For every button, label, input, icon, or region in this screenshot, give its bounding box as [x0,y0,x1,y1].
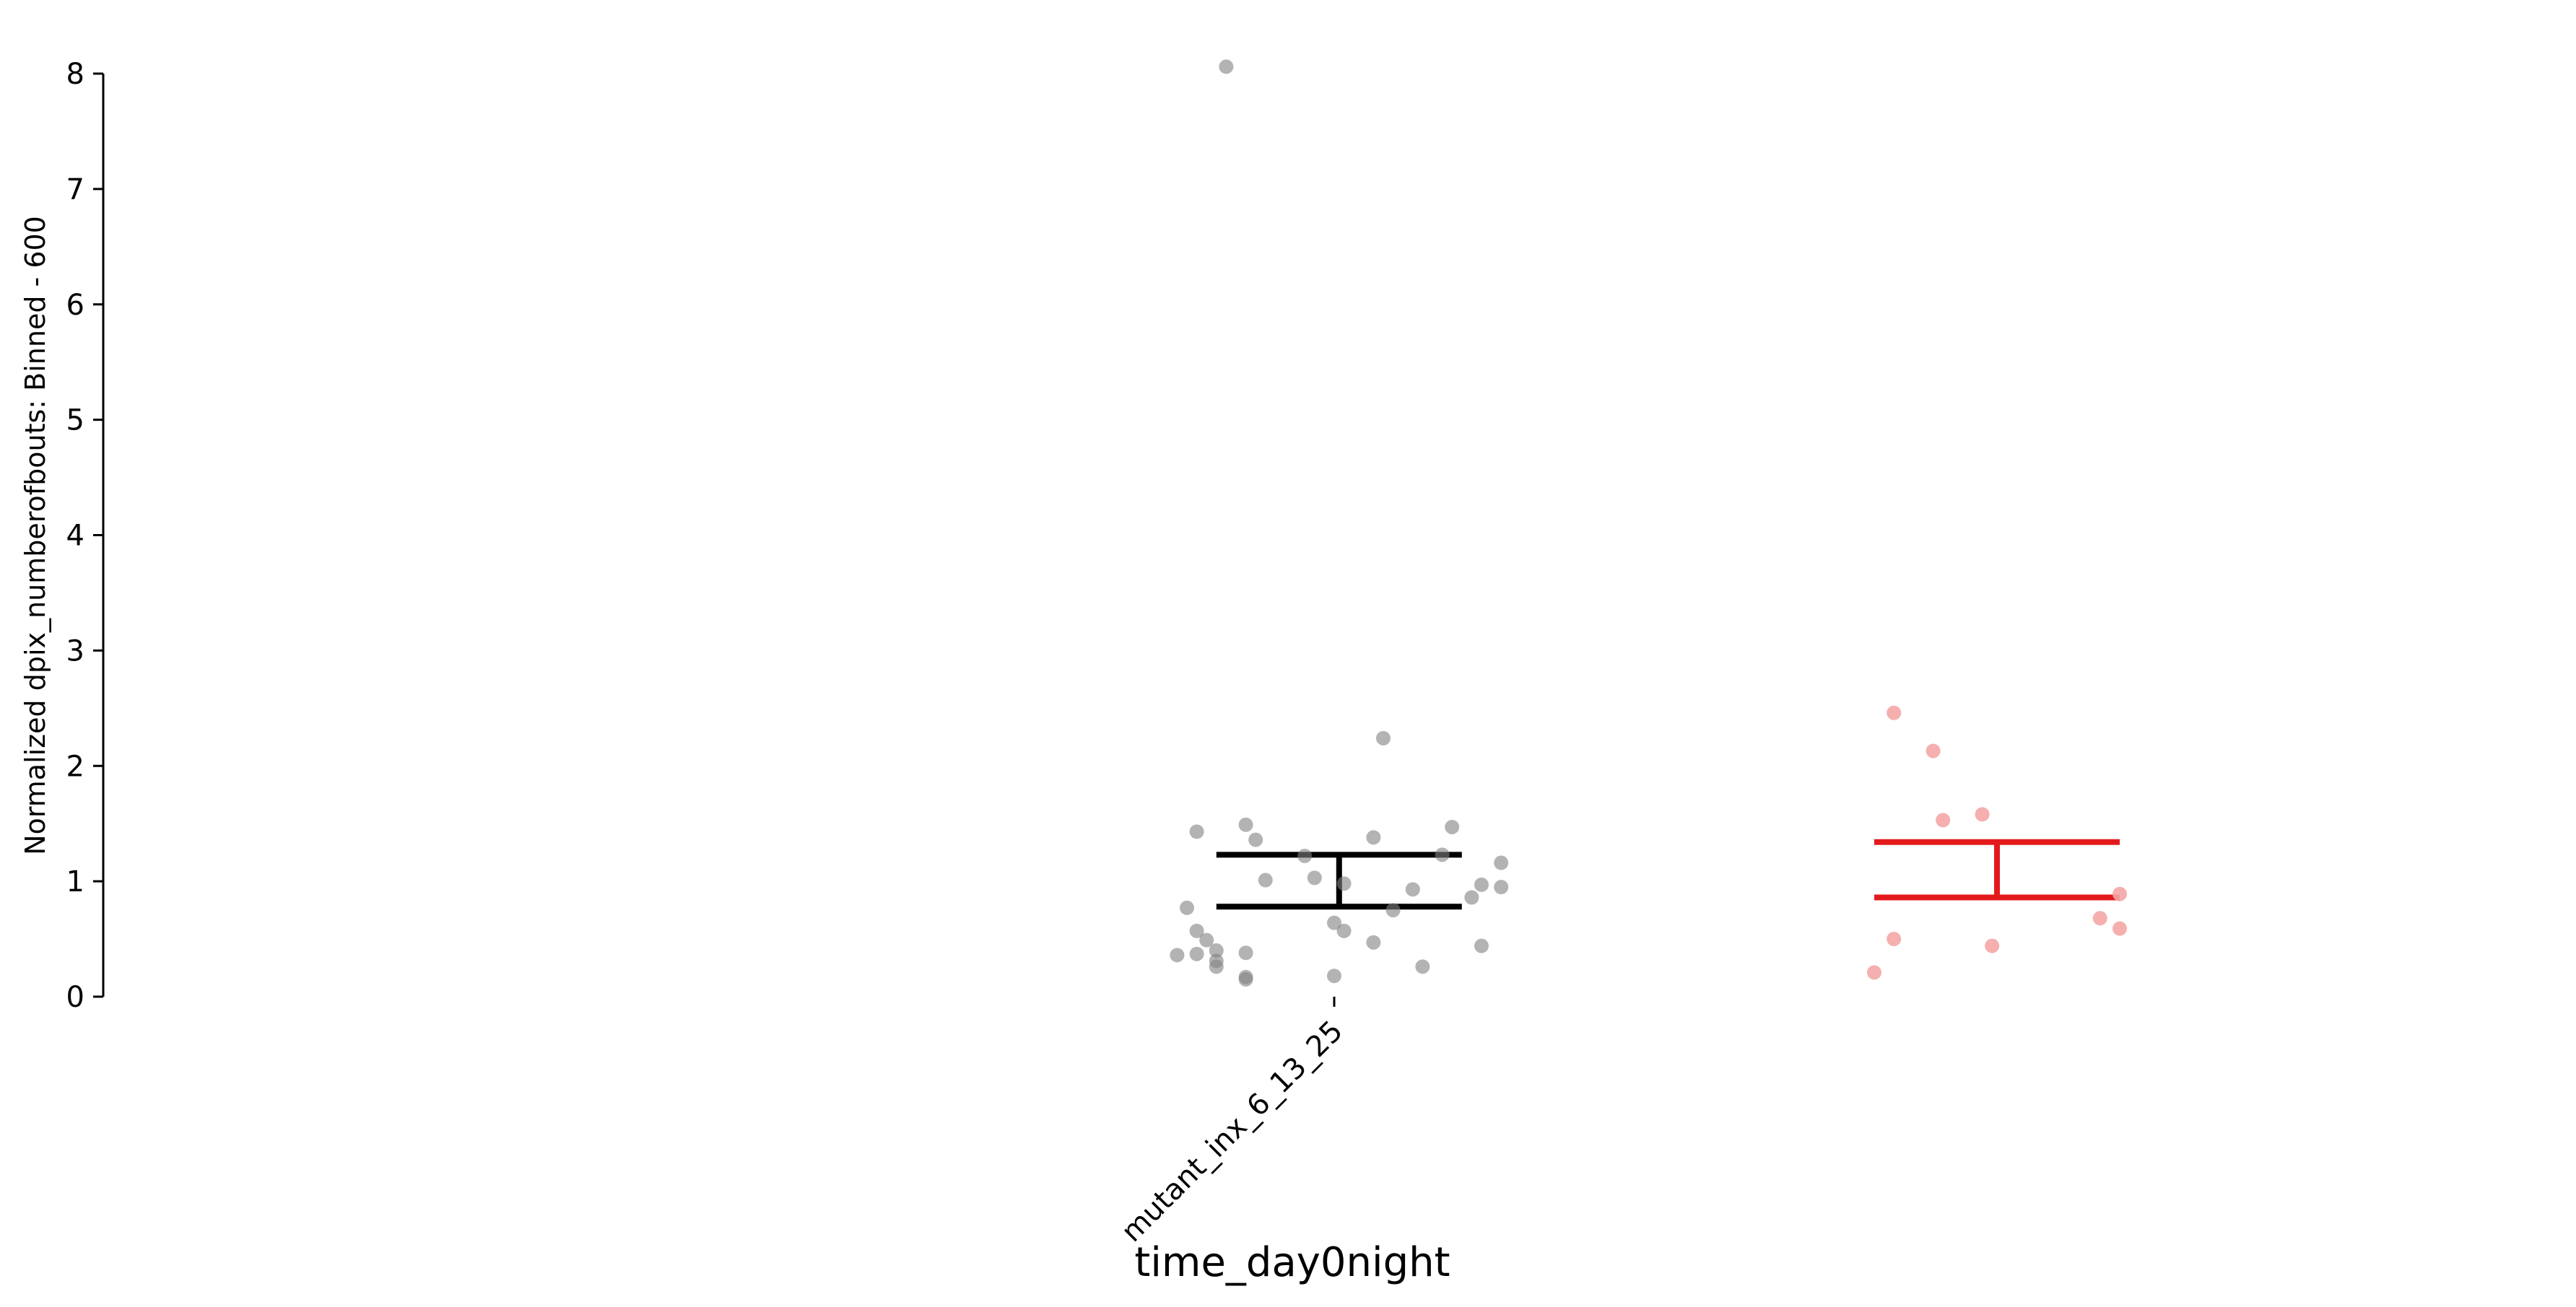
data-points [1170,59,2127,987]
data-point [1494,880,1509,895]
data-point [1985,938,2000,953]
data-point [1189,946,1204,961]
data-point [2112,921,2127,936]
y-ticks: 0 1 2 3 4 5 6 7 8 [66,58,103,1014]
data-point [2112,886,2127,901]
data-point [1219,59,1234,74]
data-point [1327,915,1341,930]
data-point [1180,900,1194,915]
data-point [1248,832,1263,847]
data-point [1189,824,1204,839]
data-point [1887,705,1902,720]
data-point [1238,817,1253,832]
data-point [1209,943,1224,958]
data-point [1975,807,1990,822]
data-point [1474,938,1489,953]
data-point [1867,965,1881,980]
data-point [1936,813,1951,828]
data-point [1474,877,1489,892]
data-point [1238,945,1253,961]
data-point [1494,855,1509,870]
data-point [1464,890,1479,905]
data-point [1366,830,1381,845]
y-tick-label: 4 [66,520,84,553]
data-point [1926,743,1941,759]
x-axis: mutant_inx_6_13_25 [1115,997,1350,1249]
data-point [1887,932,1902,947]
data-point [1209,959,1224,974]
y-tick-label: 1 [66,865,84,899]
data-point [1336,876,1352,891]
data-point [1238,972,1253,987]
data-point [1376,730,1391,746]
y-tick-label: 8 [66,58,84,91]
data-point [1307,870,1322,886]
y-tick-label: 0 [66,981,84,1014]
data-point [1258,873,1273,888]
data-point [1199,932,1214,948]
y-tick-label: 5 [66,404,84,437]
x-tick-label: mutant_inx_6_13_25 [1115,1015,1350,1249]
data-point [1366,935,1381,950]
data-point [1297,848,1313,863]
x-axis-title: time_day0night [1134,1239,1450,1286]
data-point [1385,903,1401,918]
data-point [1189,923,1204,938]
data-point [1445,819,1460,834]
data-point [1405,882,1420,897]
y-tick-label: 7 [66,173,84,206]
y-axis-title: Normalized dpix_numberofbouts: Binned - … [19,216,51,855]
error-bars [1216,839,2120,910]
data-point [1327,969,1341,984]
y-tick-label: 3 [66,634,84,668]
data-point [1170,948,1185,963]
data-point [1415,959,1430,974]
y-axis: 0 1 2 3 4 5 6 7 8 [66,58,105,1014]
data-point [2092,911,2107,926]
data-point [1435,847,1450,862]
data-point [1336,923,1352,938]
y-tick-label: 6 [66,289,84,322]
y-tick-label: 2 [66,750,84,783]
